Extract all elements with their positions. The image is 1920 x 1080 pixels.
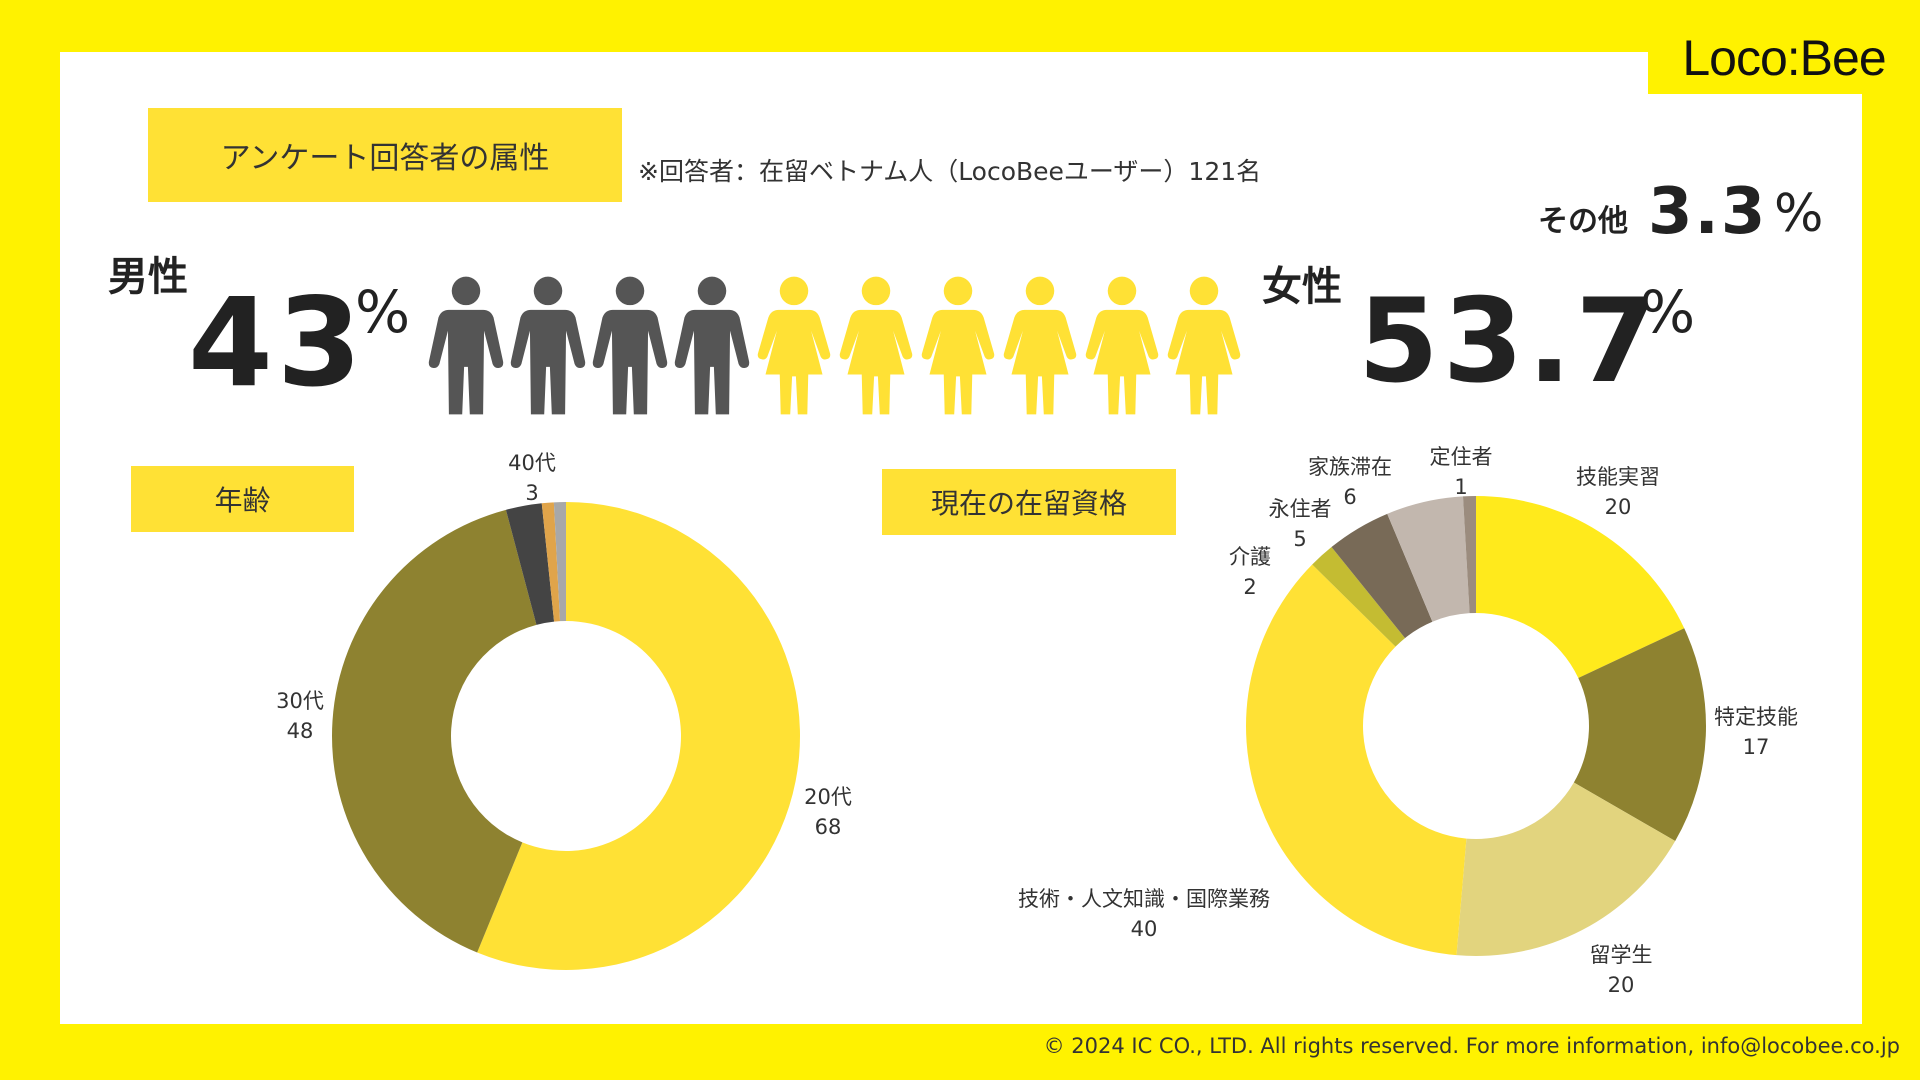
male-percent-sign: % [355, 278, 411, 346]
residence-status-tag-label: 現在の在留資格 [930, 487, 1127, 520]
donut-slice [1476, 496, 1685, 679]
donut-slice [1245, 564, 1467, 956]
slice-value-label: 1 [1454, 475, 1467, 499]
slice-category-label: 30代 [276, 689, 324, 713]
female-percent-sign: % [1640, 278, 1696, 346]
donut-slice [1387, 496, 1470, 622]
locobee-logo[interactable]: Loco:Bee [1648, 22, 1920, 94]
slice-category-label: 特定技能 [1714, 705, 1798, 729]
male-label: 男性 [108, 254, 188, 300]
slice-category-label: 介護 [1229, 545, 1271, 569]
donut-slice [1456, 782, 1676, 957]
slice-value-label: 20 [1608, 973, 1635, 997]
donut-slice [1331, 513, 1433, 639]
age-tag-label: 年齢 [214, 484, 271, 517]
slice-category-label: 定住者 [1430, 445, 1493, 469]
slice-value-label: 40 [1131, 917, 1158, 941]
slice-category-label: 技術・人文知識・国際業務 [1018, 887, 1270, 911]
donut-slice [477, 502, 800, 970]
other-percent-value: 3.3 [1648, 175, 1768, 249]
slice-category-label: 留学生 [1590, 943, 1653, 967]
slice-value-label: 20 [1605, 495, 1632, 519]
other-percent-sign: % [1774, 184, 1824, 244]
donut-slice [553, 502, 566, 622]
survey-attributes-label: アンケート回答者の属性 [220, 141, 550, 176]
slice-category-label: 20代 [804, 785, 852, 809]
other-label: その他 [1538, 204, 1628, 239]
slice-value-label: 6 [1343, 485, 1356, 509]
survey-attributes-tag: アンケート回答者の属性 [148, 108, 622, 202]
male-percent-value: 43 [188, 272, 366, 414]
residence-status-tag: 現在の在留資格 [882, 469, 1176, 535]
slice-category-label: 技能実習 [1576, 465, 1660, 489]
female-percent-value: 53.7 [1358, 274, 1661, 409]
respondents-note: ※回答者：在留ベトナム人（LocoBeeユーザー）121名 [638, 157, 1262, 186]
slice-value-label: 2 [1243, 575, 1256, 599]
slice-category-label: 永住者 [1269, 497, 1332, 521]
donut-slice [505, 503, 555, 625]
age-tag: 年齢 [131, 466, 354, 532]
donut-slice [1312, 547, 1406, 647]
slice-category-label: 家族滞在 [1308, 455, 1392, 479]
slice-value-label: 5 [1293, 527, 1306, 551]
female-label: 女性 [1262, 264, 1342, 310]
slice-value-label: 17 [1743, 735, 1770, 759]
copyright-footer: © 2024 IC CO., LTD. All rights reserved.… [1043, 1034, 1900, 1058]
donut-slice [541, 502, 561, 622]
slice-value-label: 68 [815, 815, 842, 839]
donut-slice [1573, 628, 1706, 841]
donut-slice [1462, 496, 1476, 614]
slice-category-label: 40代 [508, 451, 556, 475]
slice-value-label: 48 [287, 719, 314, 743]
donut-slice [331, 509, 537, 953]
slice-value-label: 3 [525, 481, 538, 505]
